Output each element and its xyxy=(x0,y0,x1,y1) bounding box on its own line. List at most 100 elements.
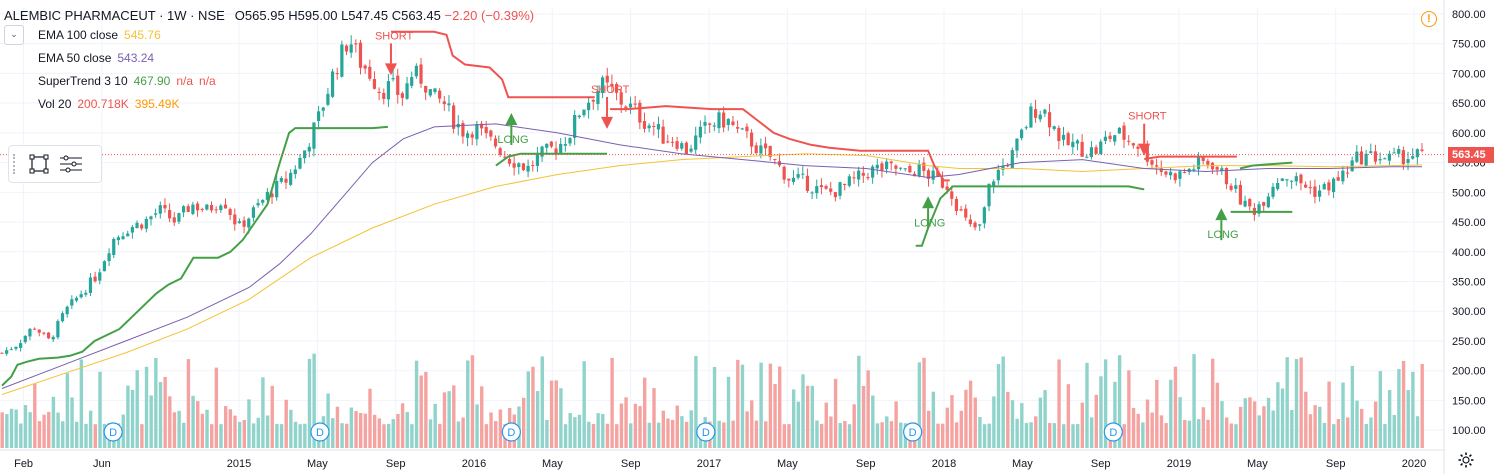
rectangle-tool-icon[interactable] xyxy=(23,149,55,179)
gear-icon[interactable] xyxy=(1458,452,1474,468)
dividend-marker xyxy=(696,422,716,442)
candle-body xyxy=(349,44,353,53)
volume-bar xyxy=(680,416,684,448)
indicator-row[interactable]: EMA 50 close 543.24 xyxy=(4,46,534,69)
indicator-row[interactable]: SuperTrend 3 10 467.90 n/a n/a xyxy=(4,69,534,92)
volume-bar xyxy=(736,359,740,448)
volume-bar xyxy=(875,423,880,448)
volume-bar xyxy=(629,423,633,448)
candle-body xyxy=(866,176,870,179)
price-tick-label: 100.00 xyxy=(1452,425,1486,437)
volume-bar xyxy=(372,414,377,448)
candle-body xyxy=(344,45,349,52)
supertrend-long-line xyxy=(1239,161,1293,170)
volume-bar xyxy=(1406,389,1410,448)
candle-body xyxy=(801,173,805,175)
volume-bar xyxy=(158,382,163,448)
volume-bar xyxy=(1103,359,1108,448)
candle-body xyxy=(1196,156,1201,170)
volume-bar xyxy=(1024,423,1029,448)
candle-body xyxy=(554,148,558,153)
candle-body xyxy=(1164,171,1168,175)
candle-body xyxy=(247,218,251,228)
short-signal-arrow xyxy=(601,116,614,129)
candle-body xyxy=(261,199,265,203)
candle-body xyxy=(1406,159,1410,163)
candle-body xyxy=(614,83,619,93)
volume-bar xyxy=(149,395,153,448)
volume-bar xyxy=(494,421,498,448)
volume-bar xyxy=(19,423,23,448)
volume-bar xyxy=(573,417,577,448)
candle-body xyxy=(1411,156,1415,159)
candle-body xyxy=(363,65,367,69)
candle-body xyxy=(312,122,316,149)
candle-body xyxy=(51,336,55,340)
candle-body xyxy=(903,168,907,170)
indicator-row[interactable]: Vol 20 200.718K 395.49K xyxy=(4,92,534,115)
candle-body xyxy=(1313,186,1317,197)
volume-bar xyxy=(791,389,796,448)
volume-bar xyxy=(1150,412,1154,448)
volume-bar xyxy=(1336,419,1341,448)
volume-bar xyxy=(899,422,903,448)
candle-body xyxy=(745,126,749,132)
object-list-icon[interactable] xyxy=(55,149,87,179)
volume-bar xyxy=(452,385,456,448)
candle-body xyxy=(722,112,726,128)
time-tick-label: May xyxy=(542,458,563,470)
candle-body xyxy=(74,297,79,301)
candle-body xyxy=(354,43,358,45)
volume-bar xyxy=(265,415,270,448)
candle-body xyxy=(228,209,232,215)
volume-bar xyxy=(940,423,945,448)
indicator-row[interactable]: ⌄ EMA 100 close 545.76 xyxy=(4,23,534,46)
volume-bar xyxy=(172,412,177,448)
candle-body xyxy=(1155,165,1159,167)
candle-body xyxy=(1308,187,1312,189)
volume-bar xyxy=(382,424,386,448)
candle-body xyxy=(819,185,824,188)
candle-body xyxy=(1020,129,1024,139)
candle-body xyxy=(475,123,479,140)
price-tick-label: 500.00 xyxy=(1452,187,1486,199)
alert-icon[interactable]: ! xyxy=(1421,11,1437,27)
candle-body xyxy=(843,184,847,186)
candle-body xyxy=(1071,141,1075,148)
volume-bar xyxy=(1220,401,1224,448)
volume-bar xyxy=(442,392,447,448)
volume-bar xyxy=(633,403,638,448)
supertrend-long-line xyxy=(495,152,607,167)
candle-body xyxy=(1276,182,1280,190)
candle-body xyxy=(619,92,623,105)
volume-bar xyxy=(554,380,558,448)
candle-body xyxy=(498,148,502,155)
indicator-value: 200.718K xyxy=(77,96,129,111)
time-tick-label: Sep xyxy=(621,458,641,470)
volume-bar xyxy=(1094,394,1098,448)
toolbox-grip[interactable] xyxy=(13,154,23,174)
chevron-down-icon[interactable]: ⌄ xyxy=(4,24,24,45)
time-tick-label: 2020 xyxy=(1402,458,1426,470)
price-tick-label: 250.00 xyxy=(1452,336,1486,348)
candle-body xyxy=(428,89,432,96)
symbol-header: ALEMBIC PHARMACEUT · 1W · NSE O565.95 H5… xyxy=(4,8,534,23)
candle-body xyxy=(14,346,18,349)
volume-bar xyxy=(1224,417,1229,448)
volume-bar xyxy=(33,383,37,448)
candle-body xyxy=(32,328,37,330)
candle-body xyxy=(452,105,456,129)
volume-bar xyxy=(331,418,335,448)
candle-body xyxy=(1378,159,1382,161)
volume-bar xyxy=(1117,355,1122,448)
time-tick-label: Feb xyxy=(14,458,33,470)
price-tick-label: 600.00 xyxy=(1452,128,1486,140)
symbol-title[interactable]: ALEMBIC PHARMACEUT · 1W · NSE xyxy=(4,8,225,23)
volume-bar xyxy=(400,403,405,448)
candle-body xyxy=(680,143,684,149)
volume-bar xyxy=(1290,410,1294,448)
volume-bar xyxy=(1411,371,1415,448)
candle-body xyxy=(521,163,526,171)
